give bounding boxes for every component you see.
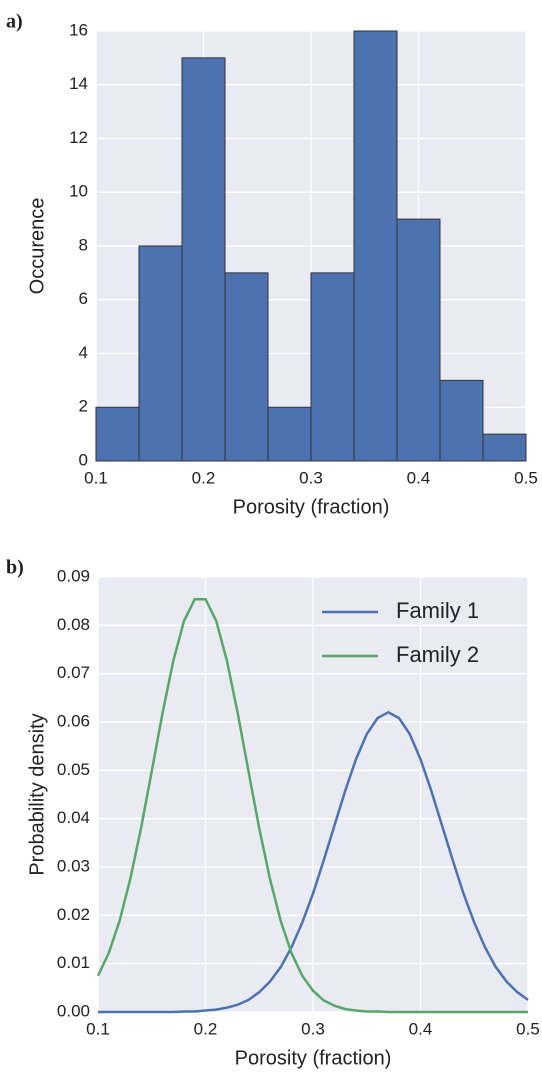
histogram-bar <box>353 30 398 462</box>
line <box>96 597 528 1014</box>
y-axis-label: Probability density <box>26 713 48 875</box>
y-tick-label: 2 <box>79 397 88 416</box>
y-tick-label: 0.09 <box>57 566 90 585</box>
histogram-bar <box>95 406 140 462</box>
x-tick-label: 0.2 <box>194 1019 218 1038</box>
histogram-bar <box>482 433 527 462</box>
histogram-bar <box>310 272 355 462</box>
histogram-bar <box>439 379 484 462</box>
y-tick-label: 0.07 <box>57 663 90 682</box>
y-tick-label: 6 <box>79 289 88 308</box>
y-tick-label: 0.01 <box>57 953 90 972</box>
legend-label: Family 2 <box>396 642 479 667</box>
x-tick-label: 0.1 <box>84 468 108 487</box>
y-tick-label: 0.04 <box>57 808 90 827</box>
x-axis-label: Porosity (fraction) <box>235 1047 392 1069</box>
histogram-bar <box>396 218 441 462</box>
y-tick-label: 0.00 <box>57 1001 90 1020</box>
y-tick-label: 0.03 <box>57 856 90 875</box>
histogram-bar <box>267 406 312 462</box>
x-tick-label: 0.2 <box>192 468 216 487</box>
y-tick-label: 0.05 <box>57 760 90 779</box>
y-tick-label: 8 <box>79 235 88 254</box>
y-tick-label: 10 <box>69 182 88 201</box>
y-tick-label: 12 <box>69 128 88 147</box>
x-tick-label: 0.4 <box>409 1019 433 1038</box>
y-tick-label: 4 <box>79 343 88 362</box>
panel-label: b) <box>6 557 24 579</box>
line <box>98 710 529 1014</box>
panel-label: a) <box>6 11 23 33</box>
x-axis-label: Porosity (fraction) <box>233 496 390 518</box>
x-tick-label: 0.3 <box>299 468 323 487</box>
y-tick-label: 0.08 <box>57 615 90 634</box>
y-tick-label: 14 <box>69 74 88 93</box>
y-tick-label: 0 <box>79 450 88 469</box>
y-axis-label: Occurence <box>26 198 48 295</box>
histogram-bar <box>181 57 226 462</box>
x-tick-label: 0.5 <box>514 468 538 487</box>
histogram-bar <box>224 272 269 462</box>
y-tick-label: 0.06 <box>57 711 90 730</box>
y-tick-label: 0.02 <box>57 905 90 924</box>
legend-label: Family 1 <box>396 598 479 623</box>
x-tick-label: 0.4 <box>407 468 431 487</box>
x-tick-label: 0.1 <box>86 1019 110 1038</box>
x-tick-label: 0.3 <box>301 1019 325 1038</box>
y-tick-label: 16 <box>69 20 88 39</box>
x-tick-label: 0.5 <box>516 1019 540 1038</box>
histogram-bar <box>138 245 183 462</box>
